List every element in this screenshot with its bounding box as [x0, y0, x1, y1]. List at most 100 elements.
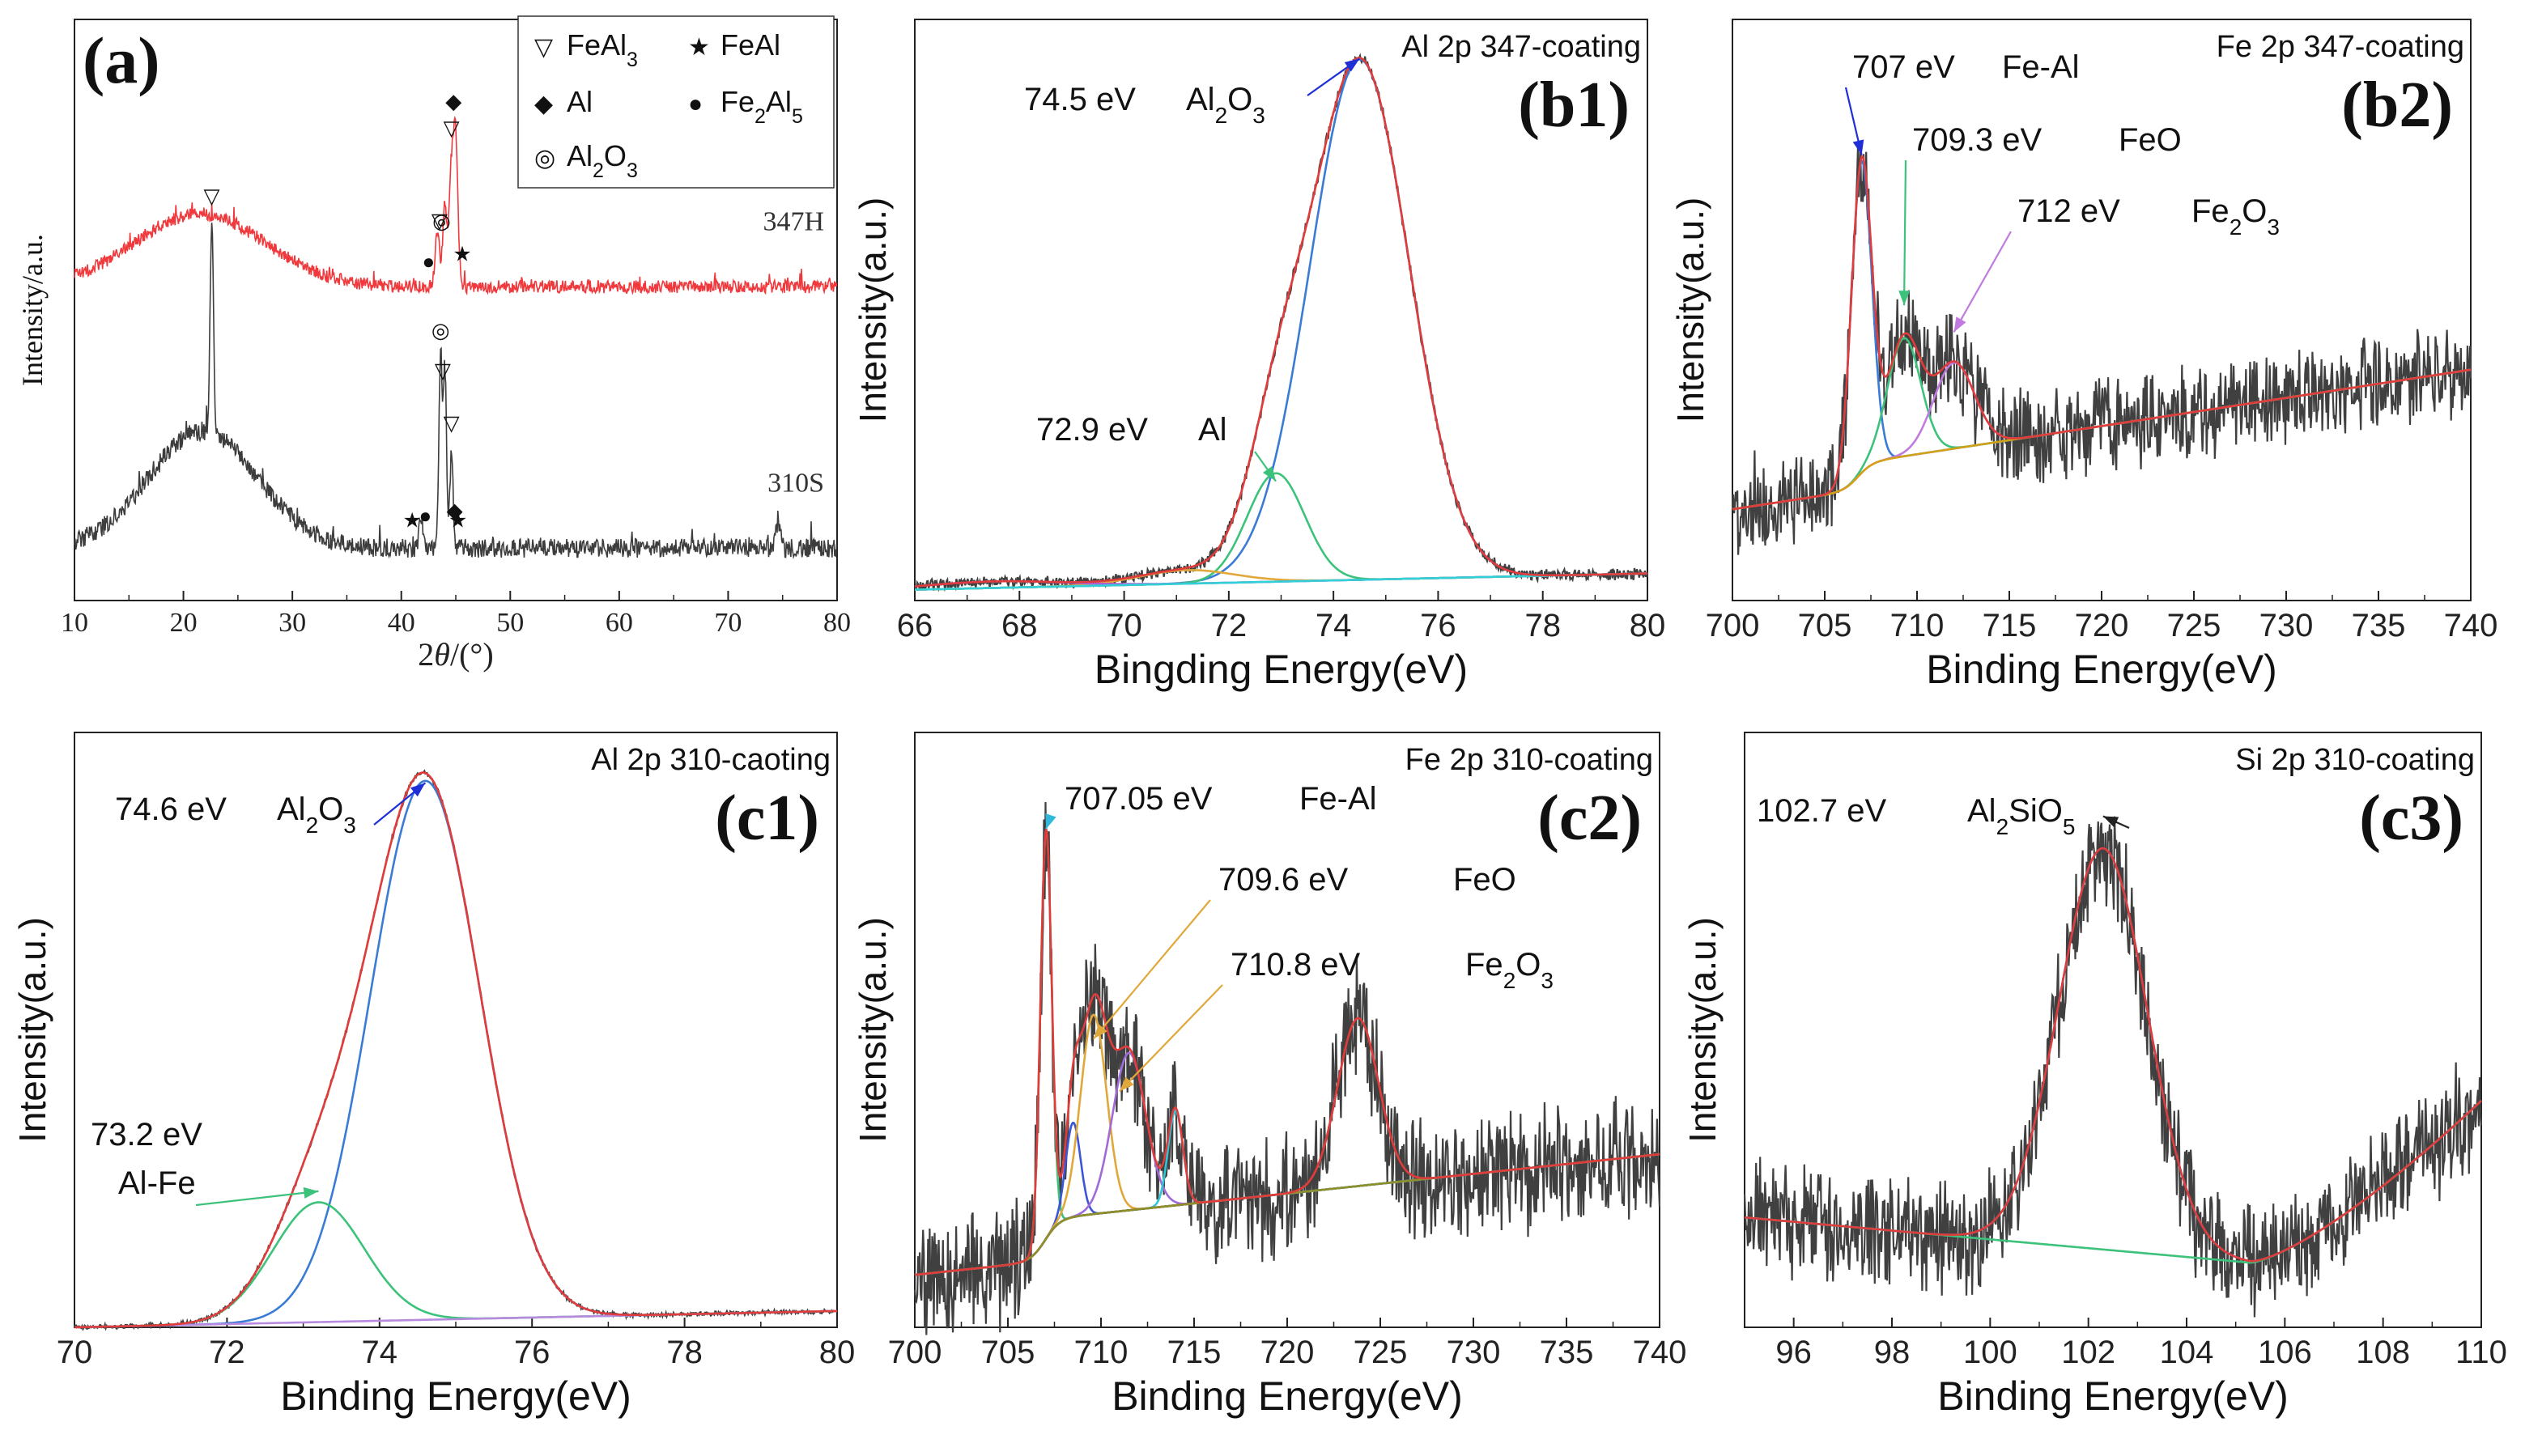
x-tick-label: 715 — [1983, 608, 2037, 643]
x-tick-label: 70 — [714, 608, 742, 638]
x-tick-label: 78 — [1524, 608, 1561, 643]
panel-a: 10 20 30 40 50 60 70 802θ/(°)Intensity/a.u.347H… — [16, 15, 851, 673]
annotation-energy: 709.3 eV — [1912, 122, 2042, 158]
x-tick-label: 74 — [1316, 608, 1352, 643]
phase-marker: ▽ — [204, 184, 220, 208]
series-label-347H: 347H — [763, 206, 824, 236]
x-tick-label: 102 — [2061, 1335, 2115, 1370]
legend: ▽ FeAl3 ★ FeAl◆ Al ● Fe2Al5◎ Al2O3 — [517, 15, 835, 189]
x-tick-label: 100 — [1963, 1335, 2017, 1370]
phase-marker: ◆ — [445, 89, 461, 113]
x-tick-label: 104 — [2160, 1335, 2214, 1370]
x-tick-label: 72 — [1211, 608, 1248, 643]
x-tick-label: 715 — [1167, 1335, 1222, 1370]
fit-envelope — [74, 771, 837, 1329]
text-run: Al — [766, 85, 792, 118]
raw-spectrum — [1743, 816, 2483, 1318]
annotation-species: Al — [1198, 412, 1227, 448]
text-run: SiO — [2009, 793, 2063, 829]
x-tick-label: 96 — [1775, 1335, 1812, 1370]
phase-marker: ● — [419, 503, 431, 528]
x-tick-label: 70 — [57, 1335, 93, 1370]
phase-marker: ● — [422, 249, 435, 274]
background-line — [915, 572, 1647, 591]
panel-label: (c2) — [1537, 783, 1642, 854]
annotation: 709.6 eV FeO — [1092, 862, 1516, 1040]
series-label-310S: 310S — [767, 468, 824, 498]
phase-marker: ▽ — [444, 410, 460, 435]
annotation: 73.2 eV Al-Fe — [91, 1117, 319, 1207]
annotation-arrow — [1092, 899, 1211, 1040]
text-run: 2 — [1996, 814, 2009, 839]
text-run: Al — [1198, 412, 1227, 448]
x-tick-label: 108 — [2356, 1335, 2410, 1370]
x-axis-label: Binding Energy(eV) — [280, 1373, 631, 1419]
text-run: 2 — [2230, 214, 2242, 240]
x-tick-label: 98 — [1874, 1335, 1911, 1370]
y-axis-label: Intensity(a.u.) — [852, 917, 894, 1143]
x-tick-label: 78 — [666, 1335, 703, 1370]
legend-box — [517, 15, 835, 189]
annotation: 707 eV Fe-Al — [1844, 49, 2080, 155]
x-tick-label: 735 — [2352, 608, 2406, 643]
annotation-arrowhead — [1852, 139, 1864, 155]
x-tick-label: 710 — [1074, 1335, 1129, 1370]
text-run: Fe — [1465, 947, 1503, 983]
annotation-species: Al2O3 — [1186, 82, 1265, 128]
legend-label: Fe2Al5 — [721, 85, 803, 128]
phase-marker: ◎ — [432, 209, 451, 233]
phase-marker: ★ — [448, 507, 467, 532]
x-tick-label: 60 — [606, 608, 633, 638]
annotation: 707.05 eV Fe-Al — [1045, 781, 1377, 830]
x-tick-label: 700 — [888, 1335, 942, 1370]
annotation-arrowhead — [410, 783, 426, 797]
x-axis-label: Binding Energy(eV) — [1112, 1373, 1463, 1419]
text-run: Al — [277, 792, 306, 827]
text-run: Al — [567, 85, 593, 118]
phase-marker: ◎ — [431, 318, 450, 342]
x-tick-label: 80 — [1630, 608, 1666, 643]
x-tick-label: 106 — [2258, 1335, 2312, 1370]
x-axis-label: Binding Energy(eV) — [1926, 647, 2277, 692]
text-run: Fe-Al — [1299, 781, 1377, 817]
annotation-species: Al2SiO5 — [1967, 793, 2075, 839]
x-axis-label: Bingding Energy(eV) — [1095, 647, 1468, 692]
x-tick-label: 66 — [897, 608, 933, 643]
annotation-arrowhead — [1093, 1024, 1107, 1039]
text-run: 5 — [2063, 814, 2076, 839]
text-run: 3 — [627, 49, 638, 71]
x-tick-label: 725 — [2167, 608, 2221, 643]
text-run: O — [2242, 193, 2267, 229]
legend-label: FeAl — [721, 28, 780, 62]
annotation-species: FeO — [2119, 122, 2182, 158]
legend-symbol: ◆ — [534, 91, 553, 117]
x-tick-label: 725 — [1354, 1335, 1408, 1370]
text-run: 2 — [418, 636, 434, 673]
legend-symbol: ● — [688, 91, 703, 117]
text-run: 3 — [2267, 214, 2280, 240]
x-tick-label: 735 — [1540, 1335, 1594, 1370]
panel-title: Fe 2p 310-coating — [1405, 743, 1653, 777]
annotation: 72.9 eV Al — [1036, 412, 1277, 482]
panel-title: Al 2p 310-caoting — [591, 743, 831, 777]
phase-marker: ▽ — [444, 116, 460, 140]
x-tick-label: 76 — [1420, 608, 1456, 643]
annotation-arrow — [195, 1190, 319, 1207]
text-run: 5 — [792, 105, 803, 128]
phase-marker: ★ — [453, 241, 471, 265]
text-run: 3 — [343, 813, 356, 838]
annotation-energy: 74.5 eV — [1024, 82, 1136, 117]
x-tick-label: 710 — [1890, 608, 1945, 643]
text-run: θ — [434, 636, 450, 673]
fit-envelope — [914, 829, 1660, 1276]
annotation-species: Fe-Al — [1299, 781, 1377, 817]
annotation-energy: 712 eV — [2017, 193, 2120, 229]
annotation-arrow — [1119, 984, 1223, 1093]
fit-envelope — [1732, 155, 2472, 511]
x-tick-label: 705 — [981, 1335, 1035, 1370]
text-run: FeO — [2119, 122, 2182, 158]
panel-c1: 70 72 74 76 78 80 Binding Energy(eV) Intensity(… — [11, 732, 855, 1419]
annotation: 712 eV Fe2O3 — [1953, 193, 2280, 333]
panel-b1: 66 68 70 72 74 76 78 80 Bingding Energy(eV) Inten… — [852, 19, 1665, 692]
